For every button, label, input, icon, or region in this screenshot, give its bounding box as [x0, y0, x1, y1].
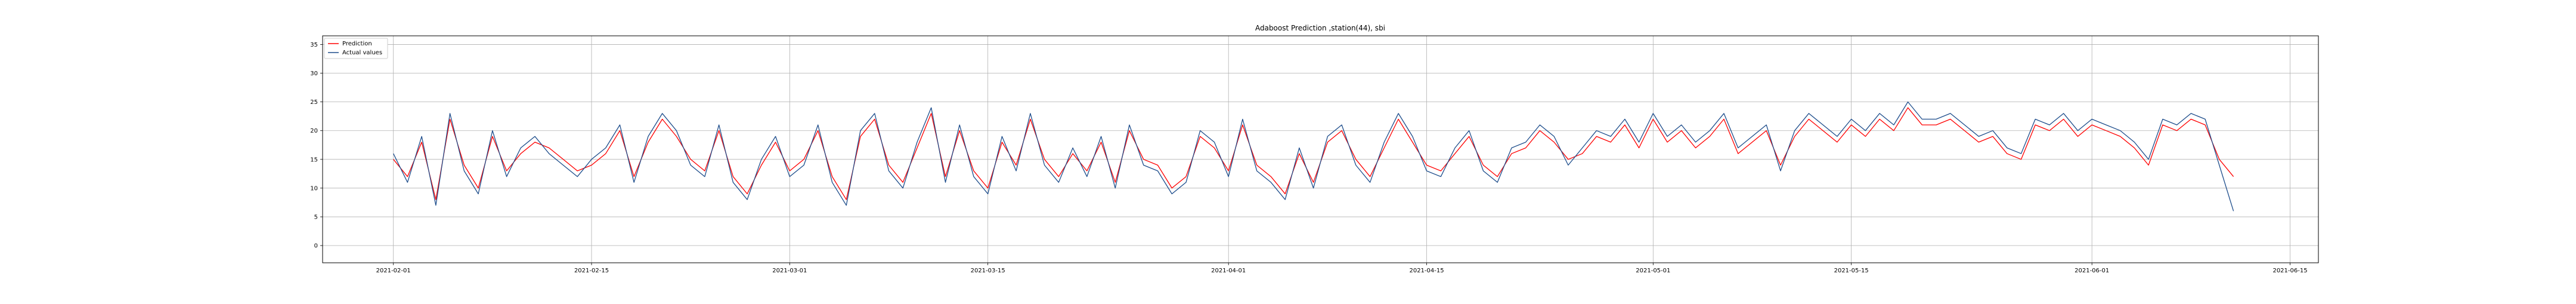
y-tick-label: 25 [310, 99, 318, 106]
x-tick-label: 2021-03-01 [772, 268, 807, 274]
y-tick-label: 10 [310, 185, 318, 192]
series-line-prediction [393, 107, 2234, 200]
chart-title: Adaboost Prediction ,station(44), sbi [1255, 24, 1385, 32]
legend: Prediction Actual values [324, 38, 388, 59]
legend-box [324, 38, 388, 59]
tick-layer: 2021-02-01 2021-02-15 2021-03-01 2021-03-15… [310, 42, 2307, 274]
x-tick-label: 2021-02-15 [574, 268, 609, 274]
plot-frame [322, 35, 2319, 263]
x-tick-label: 2021-05-01 [1636, 268, 1670, 274]
y-tick-label: 20 [310, 128, 318, 134]
series-line-actual-values [393, 101, 2234, 211]
y-tick-label: 15 [310, 156, 318, 163]
x-tick-label: 2021-02-01 [376, 268, 411, 274]
grid-layer [323, 36, 2318, 263]
legend-label-actual-values: Actual values [342, 50, 382, 56]
x-tick-label: 2021-04-15 [1409, 268, 1444, 274]
y-tick-label: 30 [310, 70, 318, 77]
series-layer [393, 101, 2234, 211]
x-tick-label: 2021-03-15 [971, 268, 1005, 274]
legend-label-prediction: Prediction [342, 41, 372, 47]
x-tick-label: 2021-06-01 [2075, 268, 2109, 274]
y-tick-label: 5 [314, 214, 318, 221]
y-tick-label: 0 [314, 243, 318, 250]
x-tick-label: 2021-06-15 [2272, 268, 2307, 274]
y-tick-label: 35 [310, 42, 318, 48]
x-tick-label: 2021-04-01 [1211, 268, 1246, 274]
x-tick-label: 2021-05-15 [1834, 268, 1869, 274]
